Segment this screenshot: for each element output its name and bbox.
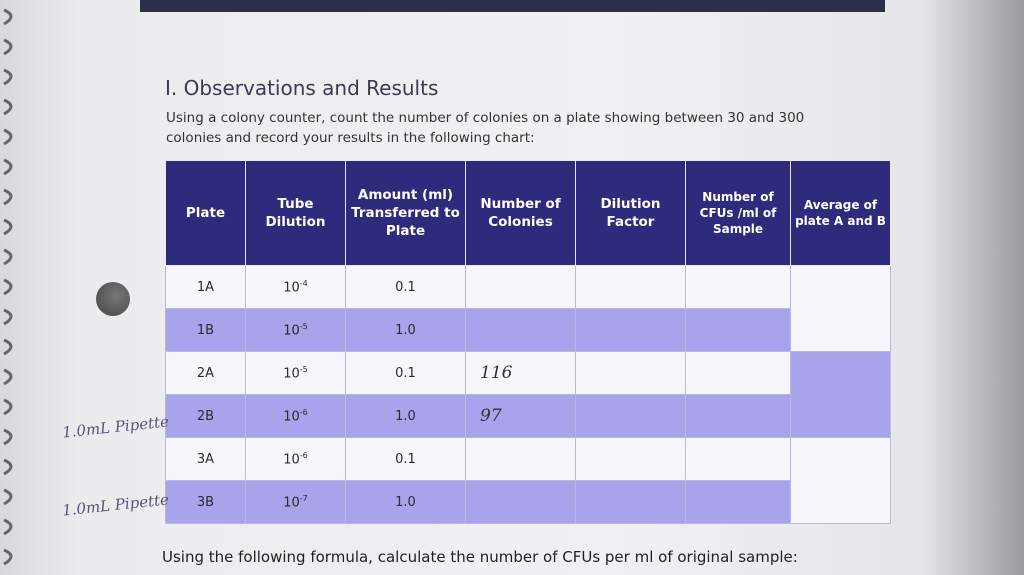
cfu-cell xyxy=(685,437,791,481)
margin-note: 1.0mL Pipette xyxy=(61,490,170,520)
cfu-cell xyxy=(685,265,791,309)
dilution-base: 10 xyxy=(283,366,300,382)
dilution-cell: 10-5 xyxy=(245,308,346,352)
amount-cell: 1.0 xyxy=(345,480,466,524)
plate-cell: 2A xyxy=(165,351,246,395)
dilution-exponent: -4 xyxy=(299,278,308,288)
colonies-cell xyxy=(465,437,576,481)
colonies-cell xyxy=(465,480,576,524)
table-row: 2A 10-5 0.1 116 xyxy=(165,351,891,438)
dilution-exponent: -5 xyxy=(299,321,308,331)
average-cell xyxy=(790,437,891,524)
section-title: I. Observations and Results xyxy=(165,76,439,100)
dilution-cell: 10-6 xyxy=(245,394,346,438)
average-cell xyxy=(790,265,891,352)
column-header: Amount (ml) Transferred to Plate xyxy=(345,160,466,266)
spiral-binding xyxy=(3,8,13,566)
dilution-exponent: -7 xyxy=(299,493,308,503)
dilution-factor-cell xyxy=(575,437,686,481)
plate-cell: 2B xyxy=(165,394,246,438)
plate-cell: 3A xyxy=(165,437,246,481)
average-cell xyxy=(790,351,891,438)
dilution-base: 10 xyxy=(283,280,300,296)
colonies-cell: 116 xyxy=(465,351,576,395)
dilution-exponent: -5 xyxy=(299,364,308,374)
margin-note: 1.0mL Pipette xyxy=(61,412,170,442)
punch-hole xyxy=(96,282,130,316)
dilution-cell: 10-6 xyxy=(245,437,346,481)
dilution-exponent: -6 xyxy=(299,450,308,460)
dilution-base: 10 xyxy=(283,409,300,425)
results-table: Plate Tube Dilution Amount (ml) Transferre… xyxy=(165,160,891,524)
dilution-cell: 10-5 xyxy=(245,351,346,395)
plate-cell: 1A xyxy=(165,265,246,309)
amount-cell: 0.1 xyxy=(345,265,466,309)
amount-cell: 0.1 xyxy=(345,351,466,395)
table-row: 2B 10-6 1.0 97 xyxy=(165,394,891,438)
amount-cell: 0.1 xyxy=(345,437,466,481)
dilution-cell: 10-4 xyxy=(245,265,346,309)
cfu-cell xyxy=(685,480,791,524)
cfu-cell xyxy=(685,394,791,438)
cfu-cell xyxy=(685,308,791,352)
dilution-cell: 10-7 xyxy=(245,480,346,524)
dilution-factor-cell xyxy=(575,351,686,395)
dilution-base: 10 xyxy=(283,323,300,339)
column-header: Number of CFUs /ml of Sample xyxy=(685,160,791,266)
plate-cell: 1B xyxy=(165,308,246,352)
top-banner xyxy=(140,0,885,12)
column-header: Dilution Factor xyxy=(575,160,686,266)
dilution-factor-cell xyxy=(575,480,686,524)
colonies-cell: 97 xyxy=(465,394,576,438)
column-header: Tube Dilution xyxy=(245,160,346,266)
dilution-base: 10 xyxy=(283,452,300,468)
table-row: 1B 10-5 1.0 xyxy=(165,308,891,352)
table-row: 3B 10-7 1.0 xyxy=(165,480,891,524)
dilution-factor-cell xyxy=(575,265,686,309)
dilution-factor-cell xyxy=(575,394,686,438)
colonies-cell xyxy=(465,265,576,309)
column-header: Plate xyxy=(165,160,246,266)
amount-cell: 1.0 xyxy=(345,394,466,438)
colonies-cell xyxy=(465,308,576,352)
column-header: Number of Colonies xyxy=(465,160,576,266)
instructions: Using a colony counter, count the number… xyxy=(166,110,805,146)
dilution-factor-cell xyxy=(575,308,686,352)
dilution-exponent: -6 xyxy=(299,407,308,417)
column-header: Average of plate A and B xyxy=(790,160,891,266)
cfu-cell xyxy=(685,351,791,395)
footer-text: Using the following formula, calculate t… xyxy=(162,548,798,566)
plate-cell: 3B xyxy=(165,480,246,524)
header-row: Plate Tube Dilution Amount (ml) Transferre… xyxy=(165,160,891,266)
amount-cell: 1.0 xyxy=(345,308,466,352)
dilution-base: 10 xyxy=(283,495,300,511)
table-row: 1A 10-4 0.1 xyxy=(165,265,891,352)
table-row: 3A 10-6 0.1 xyxy=(165,437,891,524)
